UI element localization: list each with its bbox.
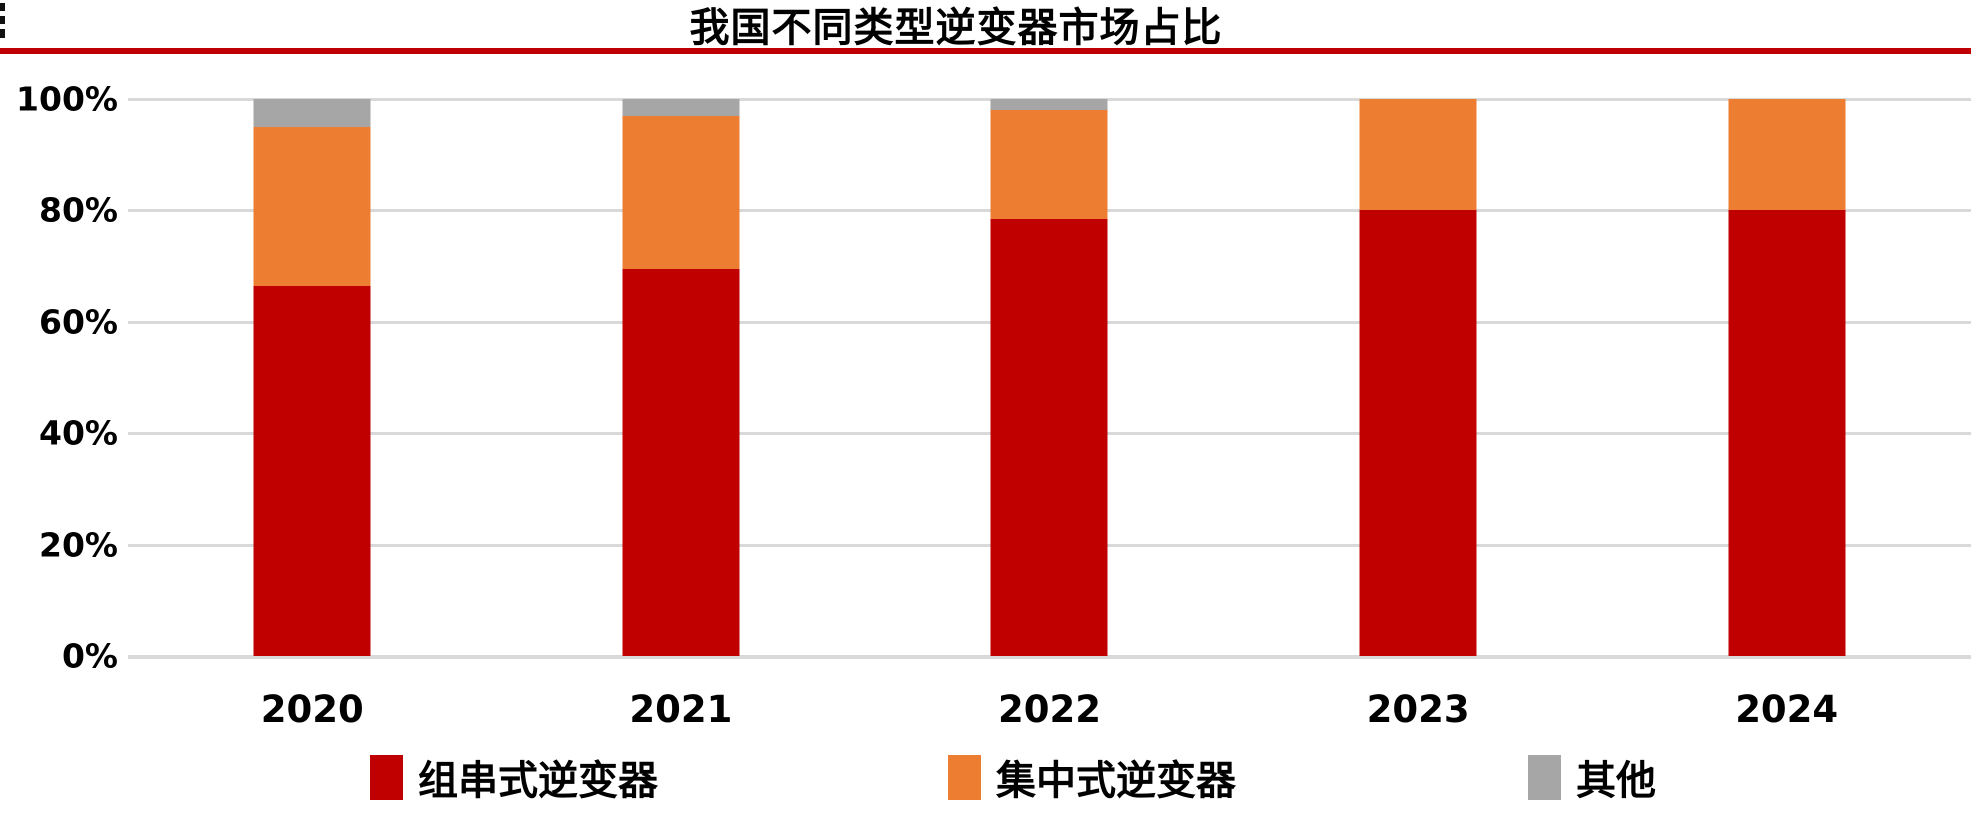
x-tick-label-2021: 2021 (629, 688, 733, 731)
legend-item-组串式逆变器: 组串式逆变器 (370, 748, 658, 806)
stacked-bar-plot-area (128, 98, 1971, 659)
x-tick-label-2022: 2022 (997, 688, 1101, 731)
stacked-bar-2024 (1728, 99, 1846, 656)
bar-segment-组串式逆变器-2023 (1359, 210, 1477, 656)
bar-segment-组串式逆变器-2021 (622, 268, 740, 656)
stacked-bar-2022 (990, 99, 1108, 656)
chart-legend: 组串式逆变器 集中式逆变器 其他 (0, 748, 1971, 808)
bar-segment-集中式逆变器-2024 (1728, 99, 1846, 211)
legend-label: 集中式逆变器 (996, 758, 1236, 804)
category-slot-2021 (497, 99, 866, 656)
category-slot-2022 (865, 99, 1234, 656)
bar-segment-集中式逆变器-2020 (253, 126, 371, 286)
y-tick-label: 80% (39, 190, 118, 230)
y-tick-label: 60% (39, 302, 118, 342)
title-accent-rule (0, 48, 1971, 54)
legend-label: 组串式逆变器 (418, 758, 658, 804)
crop-artifact-dash (0, 29, 5, 38)
stacked-bar-2020 (253, 99, 371, 656)
legend-item-集中式逆变器: 集中式逆变器 (948, 748, 1236, 806)
bar-segment-组串式逆变器-2022 (990, 218, 1108, 656)
legend-swatch-icon (370, 754, 403, 800)
legend-label: 其他 (1576, 758, 1656, 804)
x-tick-label-2024: 2024 (1735, 688, 1839, 731)
chart-title: 我国不同类型逆变器市场占比 (689, 5, 1223, 51)
crop-artifact-dash (0, 16, 5, 24)
bar-segment-集中式逆变器-2023 (1359, 99, 1477, 211)
crop-artifact-dash (0, 3, 5, 11)
bar-segment-组串式逆变器-2024 (1728, 210, 1846, 656)
bar-segment-其他-2022 (990, 99, 1108, 111)
category-slot-2024 (1602, 99, 1971, 656)
y-tick-label: 0% (61, 636, 118, 676)
stacked-bar-2021 (622, 99, 740, 656)
legend-item-其他: 其他 (1528, 748, 1656, 806)
legend-swatch-icon (948, 754, 981, 800)
gridline-0 (128, 655, 1971, 659)
bar-segment-其他-2020 (253, 99, 371, 127)
y-tick-label: 40% (39, 413, 118, 453)
y-tick-label: 100% (16, 79, 118, 119)
stacked-bar-2023 (1359, 99, 1477, 656)
category-slot-2023 (1234, 99, 1603, 656)
x-tick-label-2023: 2023 (1366, 688, 1470, 731)
bar-segment-其他-2021 (622, 99, 740, 116)
x-tick-label-2020: 2020 (260, 688, 364, 731)
bar-segment-组串式逆变器-2020 (253, 285, 371, 656)
y-tick-label: 20% (39, 525, 118, 565)
category-slot-2020 (128, 99, 497, 656)
bar-segment-集中式逆变器-2022 (990, 110, 1108, 219)
bar-segment-集中式逆变器-2021 (622, 115, 740, 269)
legend-swatch-icon (1528, 754, 1561, 800)
